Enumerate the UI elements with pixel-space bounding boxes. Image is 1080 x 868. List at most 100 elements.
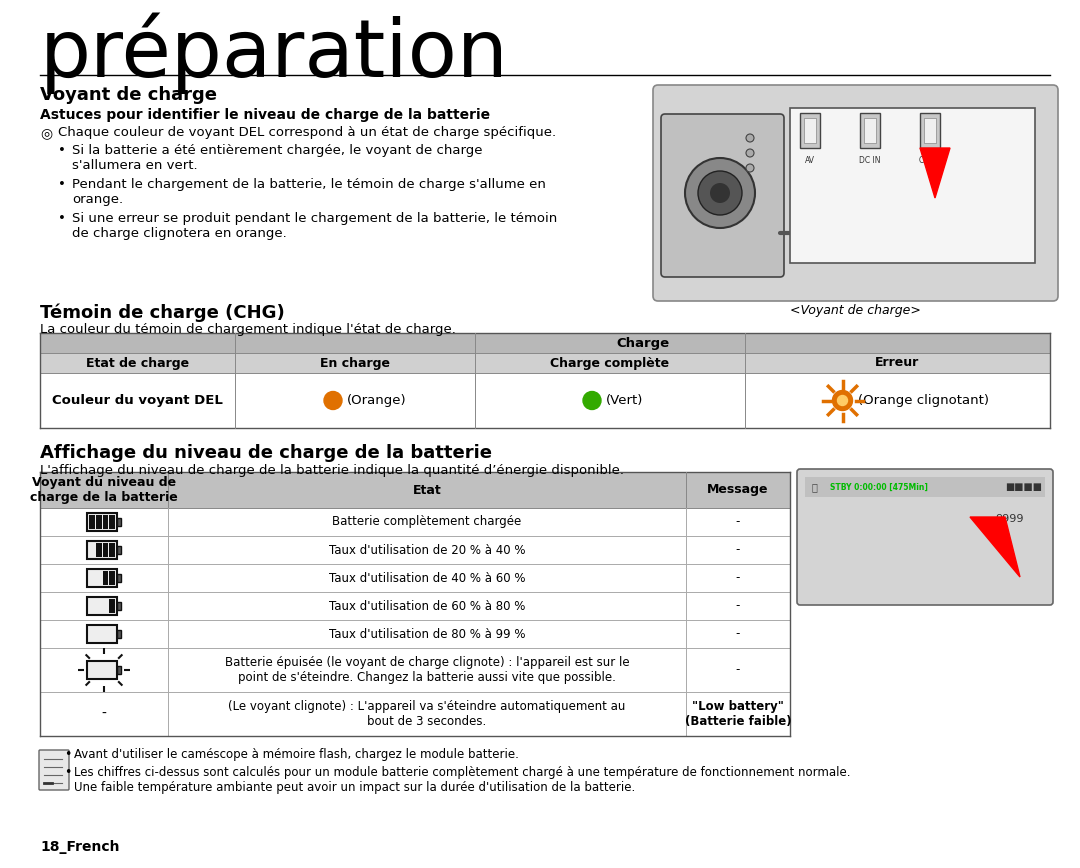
Text: -: - (735, 600, 740, 613)
Bar (40, 472, 789, 508)
Bar (109, 515, 114, 529)
Bar (103, 599, 108, 613)
Text: 18_French: 18_French (40, 840, 120, 854)
Text: (Orange): (Orange) (347, 394, 407, 407)
Bar (864, 118, 876, 143)
Bar (96, 627, 102, 641)
Text: -: - (735, 571, 740, 584)
Text: Charge complète: Charge complète (551, 357, 670, 370)
Text: Charge: Charge (616, 337, 670, 350)
Text: (Le voyant clignote) : L'appareil va s'éteindre automatiquement au
bout de 3 sec: (Le voyant clignote) : L'appareil va s'é… (228, 700, 625, 728)
Bar (789, 108, 1035, 263)
Bar (117, 518, 121, 526)
Text: Astuces pour identifier le niveau de charge de la batterie: Astuces pour identifier le niveau de cha… (40, 108, 490, 122)
Text: Si une erreur se produit pendant le chargement de la batterie, le témoin
de char: Si une erreur se produit pendant le char… (72, 212, 557, 240)
Text: Taux d'utilisation de 20 % à 40 %: Taux d'utilisation de 20 % à 40 % (328, 543, 525, 556)
Text: ◎: ◎ (40, 126, 52, 140)
Bar (89, 599, 95, 613)
Text: -: - (102, 707, 107, 721)
Circle shape (746, 134, 754, 142)
Bar (117, 630, 121, 638)
Bar (89, 663, 95, 677)
Bar (103, 663, 108, 677)
Text: Batterie complètement chargée: Batterie complètement chargée (333, 516, 522, 529)
Text: •: • (58, 144, 66, 157)
Text: Pendant le chargement de la batterie, le témoin de charge s'allume en
orange.: Pendant le chargement de la batterie, le… (72, 178, 545, 206)
Circle shape (583, 391, 600, 410)
Bar (109, 543, 114, 557)
Text: Affichage du niveau de charge de la batterie: Affichage du niveau de charge de la batt… (40, 444, 492, 462)
Text: -: - (735, 543, 740, 556)
Text: Si la batterie a été entièrement chargée, le voyant de charge
s'allumera en vert: Si la batterie a été entièrement chargée… (72, 144, 483, 172)
Text: 9999: 9999 (995, 514, 1024, 524)
Bar (87, 513, 117, 531)
Text: Voyant de charge: Voyant de charge (40, 86, 217, 104)
Polygon shape (920, 148, 950, 198)
Circle shape (698, 171, 742, 215)
Bar (103, 543, 108, 557)
Text: AV: AV (805, 156, 815, 165)
Bar (920, 113, 940, 148)
Text: •: • (58, 178, 66, 191)
Text: L'affichage du niveau de charge de la batterie indique la quantité d’énergie dis: L'affichage du niveau de charge de la ba… (40, 464, 624, 477)
Circle shape (746, 149, 754, 157)
Bar (87, 661, 117, 679)
Circle shape (710, 183, 730, 203)
Bar (40, 333, 1050, 353)
FancyBboxPatch shape (797, 469, 1053, 605)
Bar (117, 602, 121, 610)
Circle shape (833, 391, 852, 411)
Bar (805, 477, 1045, 497)
Text: •: • (64, 748, 71, 761)
Text: DC IN: DC IN (860, 156, 881, 165)
Bar (103, 515, 108, 529)
Bar (103, 627, 108, 641)
Text: <Voyant de charge>: <Voyant de charge> (791, 304, 921, 317)
Text: Taux d'utilisation de 80 % à 99 %: Taux d'utilisation de 80 % à 99 % (328, 628, 525, 641)
Text: préparation: préparation (40, 13, 509, 95)
Bar (96, 515, 102, 529)
Text: -: - (735, 663, 740, 676)
Circle shape (746, 164, 754, 172)
Text: Chaque couleur de voyant DEL correspond à un état de charge spécifique.: Chaque couleur de voyant DEL correspond … (58, 126, 556, 139)
Bar (89, 543, 95, 557)
FancyBboxPatch shape (661, 114, 784, 277)
Bar (117, 574, 121, 582)
Bar (109, 571, 114, 585)
Bar (89, 515, 95, 529)
Bar (96, 571, 102, 585)
Bar (96, 599, 102, 613)
Bar (87, 569, 117, 587)
Bar (103, 571, 108, 585)
Text: Couleur du voyant DEL: Couleur du voyant DEL (52, 394, 222, 407)
Bar (96, 663, 102, 677)
Text: 📹: 📹 (812, 482, 818, 492)
Text: -: - (735, 628, 740, 641)
Text: CHG●: CHG● (918, 156, 942, 165)
Text: Batterie épuisée (le voyant de charge clignote) : l'appareil est sur le
point de: Batterie épuisée (le voyant de charge cl… (225, 656, 630, 684)
Bar (89, 627, 95, 641)
Bar (87, 541, 117, 559)
Bar (860, 113, 880, 148)
Text: (Orange clignotant): (Orange clignotant) (859, 394, 989, 407)
Text: Etat de charge: Etat de charge (86, 357, 189, 370)
Bar (800, 113, 820, 148)
Bar (109, 627, 114, 641)
Bar (89, 571, 95, 585)
Text: Taux d'utilisation de 60 % à 80 %: Taux d'utilisation de 60 % à 80 % (328, 600, 525, 613)
Circle shape (837, 396, 848, 405)
Bar (40, 353, 1050, 373)
Circle shape (324, 391, 342, 410)
Text: •: • (58, 212, 66, 225)
Bar (117, 666, 121, 674)
Text: Message: Message (707, 483, 769, 496)
Text: STBY 0:00:00 [475Min]: STBY 0:00:00 [475Min] (831, 483, 928, 491)
Text: Etat: Etat (413, 483, 442, 496)
Text: Avant d'utiliser le caméscope à mémoire flash, chargez le module batterie.: Avant d'utiliser le caméscope à mémoire … (75, 748, 518, 761)
Text: En charge: En charge (320, 357, 390, 370)
Text: Voyant du niveau de
charge de la batterie: Voyant du niveau de charge de la batteri… (30, 476, 178, 504)
Bar (109, 663, 114, 677)
Text: La couleur du témoin de chargement indique l'état de charge.: La couleur du témoin de chargement indiq… (40, 323, 456, 336)
FancyBboxPatch shape (39, 750, 69, 790)
Text: •: • (64, 766, 71, 779)
